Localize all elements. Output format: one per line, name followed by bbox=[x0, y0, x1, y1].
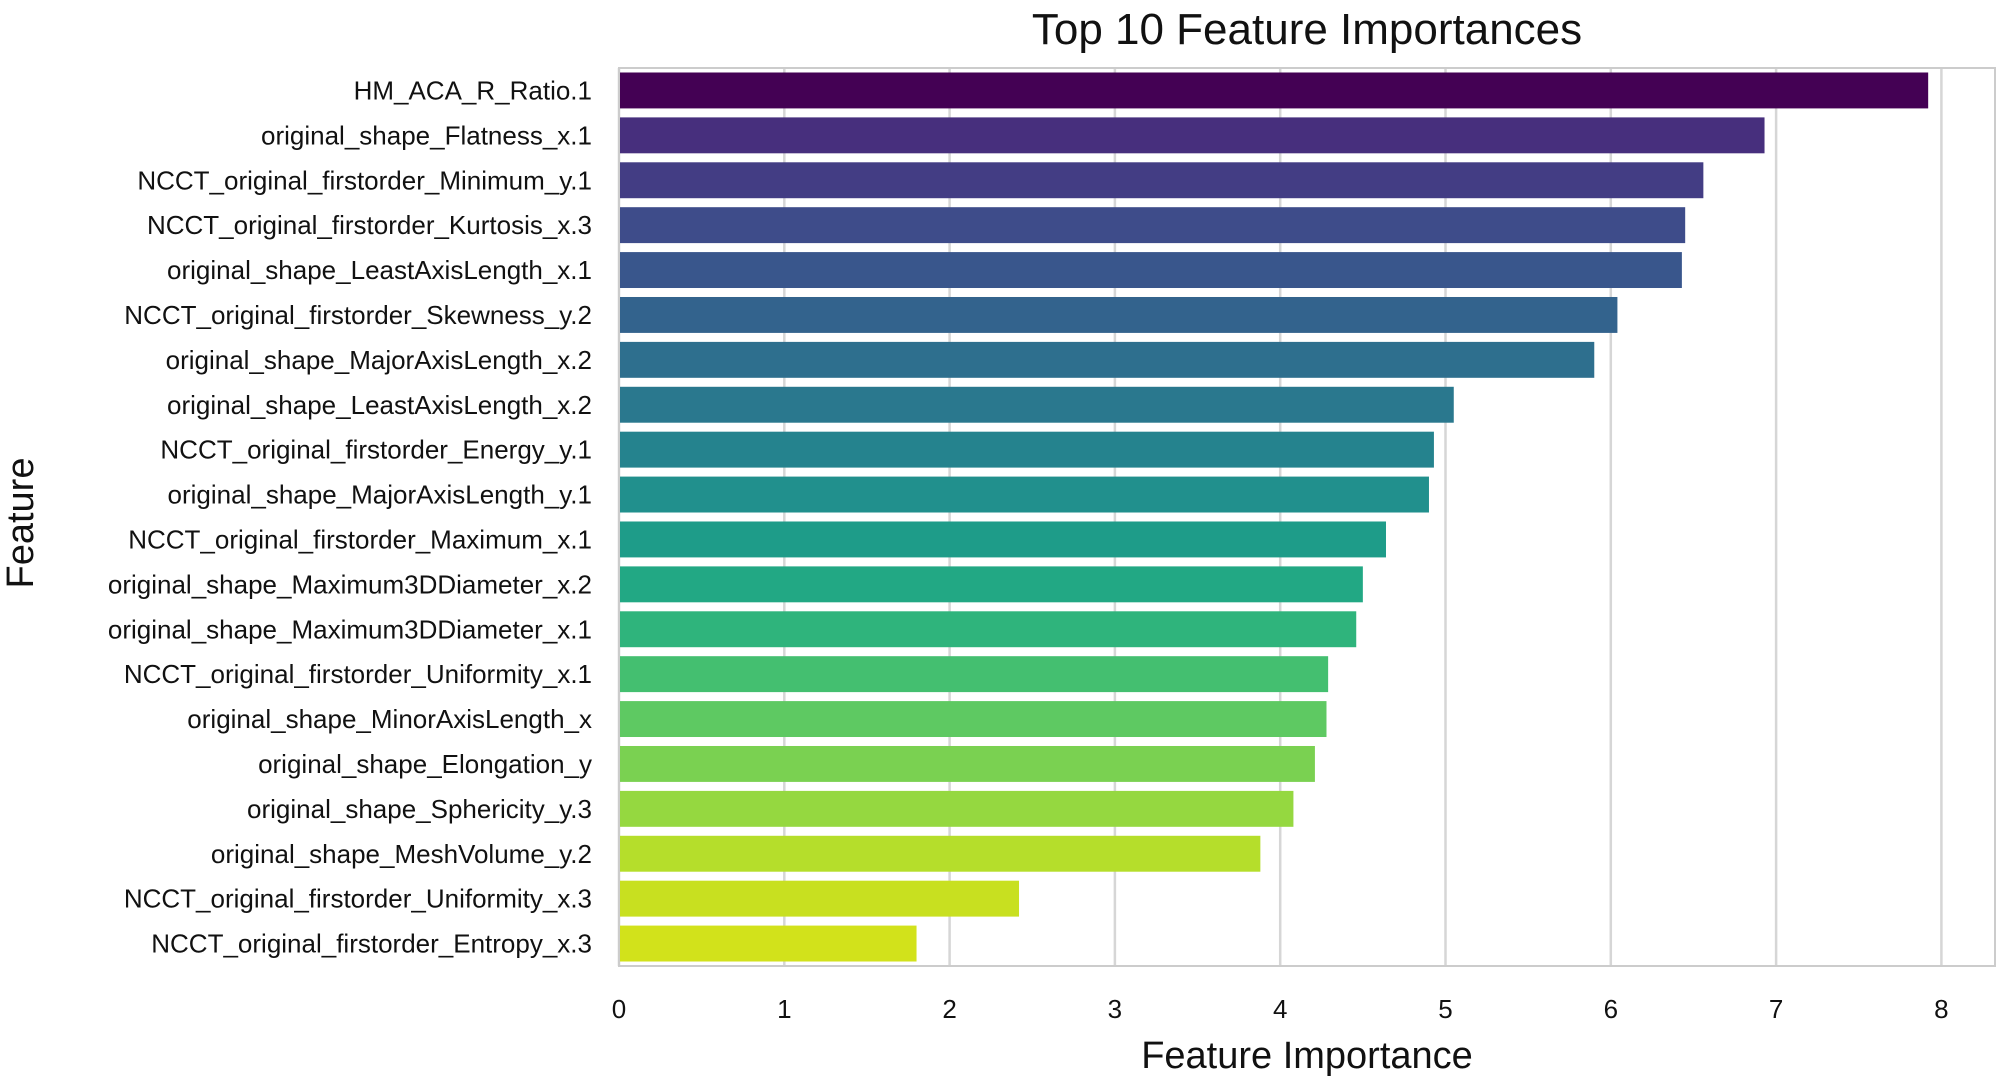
bar bbox=[619, 835, 1261, 872]
bar bbox=[619, 925, 917, 962]
y-tick-label: original_shape_Maximum3DDiameter_x.2 bbox=[108, 569, 592, 599]
x-tick-labels: 0 1 2 3 4 5 6 7 8 bbox=[612, 994, 1949, 1024]
y-tick-label: original_shape_MajorAxisLength_x.2 bbox=[166, 345, 592, 375]
bar bbox=[619, 476, 1429, 513]
y-tick-label: NCCT_original_firstorder_Entropy_x.3 bbox=[151, 929, 592, 959]
x-tick-label: 7 bbox=[1769, 994, 1783, 1024]
y-tick-label: HM_ACA_R_Ratio.1 bbox=[354, 75, 592, 105]
bar bbox=[619, 656, 1329, 693]
y-axis-label: Feature bbox=[0, 458, 42, 589]
grid-lines bbox=[617, 68, 1943, 966]
y-tick-label: NCCT_original_firstorder_Skewness_y.2 bbox=[124, 300, 592, 330]
bar bbox=[619, 207, 1686, 244]
x-tick-label: 5 bbox=[1438, 994, 1452, 1024]
y-tick-label: NCCT_original_firstorder_Uniformity_x.3 bbox=[124, 884, 592, 914]
bar bbox=[619, 162, 1704, 199]
bar bbox=[619, 296, 1618, 333]
y-tick-label: original_shape_LeastAxisLength_x.1 bbox=[167, 255, 592, 285]
y-tick-labels: HM_ACA_R_Ratio.1 original_shape_Flatness_… bbox=[108, 75, 592, 958]
bar bbox=[619, 611, 1357, 648]
y-tick-label: NCCT_original_firstorder_Kurtosis_x.3 bbox=[147, 210, 592, 240]
y-tick-label: original_shape_MeshVolume_y.2 bbox=[211, 839, 592, 869]
y-tick-label: original_shape_Sphericity_y.3 bbox=[247, 794, 592, 824]
x-tick-label: 4 bbox=[1273, 994, 1287, 1024]
y-tick-label: original_shape_Maximum3DDiameter_x.1 bbox=[108, 614, 592, 644]
y-tick-label: original_shape_MinorAxisLength_x bbox=[187, 704, 592, 734]
y-tick-label: original_shape_Flatness_x.1 bbox=[261, 120, 592, 150]
bar bbox=[619, 701, 1327, 738]
chart-title: Top 10 Feature Importances bbox=[1032, 5, 1582, 54]
x-tick-label: 3 bbox=[1108, 994, 1122, 1024]
bar bbox=[619, 386, 1454, 423]
bar bbox=[619, 566, 1363, 603]
plot-frame bbox=[618, 67, 1996, 967]
bar bbox=[619, 117, 1765, 154]
x-tick-label: 0 bbox=[612, 994, 626, 1024]
bar bbox=[619, 745, 1315, 782]
bar bbox=[619, 790, 1294, 827]
y-tick-label: original_shape_MajorAxisLength_y.1 bbox=[168, 480, 592, 510]
bar bbox=[619, 341, 1595, 378]
bar bbox=[619, 252, 1682, 289]
bar bbox=[619, 431, 1434, 468]
y-tick-label: NCCT_original_firstorder_Uniformity_x.1 bbox=[124, 659, 592, 689]
bars bbox=[619, 72, 1929, 962]
x-tick-label: 6 bbox=[1604, 994, 1618, 1024]
bar bbox=[619, 880, 1020, 917]
y-tick-label: NCCT_original_firstorder_Energy_y.1 bbox=[160, 435, 592, 465]
y-tick-label: NCCT_original_firstorder_Maximum_x.1 bbox=[128, 524, 592, 554]
y-tick-label: NCCT_original_firstorder_Minimum_y.1 bbox=[137, 165, 592, 195]
y-tick-label: original_shape_LeastAxisLength_x.2 bbox=[167, 390, 592, 420]
bar bbox=[619, 521, 1386, 558]
x-axis-label: Feature Importance bbox=[1141, 1035, 1473, 1077]
y-tick-label: original_shape_Elongation_y bbox=[258, 749, 592, 779]
x-tick-label: 8 bbox=[1934, 994, 1948, 1024]
x-tick-label: 1 bbox=[777, 994, 791, 1024]
x-tick-label: 2 bbox=[942, 994, 956, 1024]
bar bbox=[619, 72, 1929, 109]
